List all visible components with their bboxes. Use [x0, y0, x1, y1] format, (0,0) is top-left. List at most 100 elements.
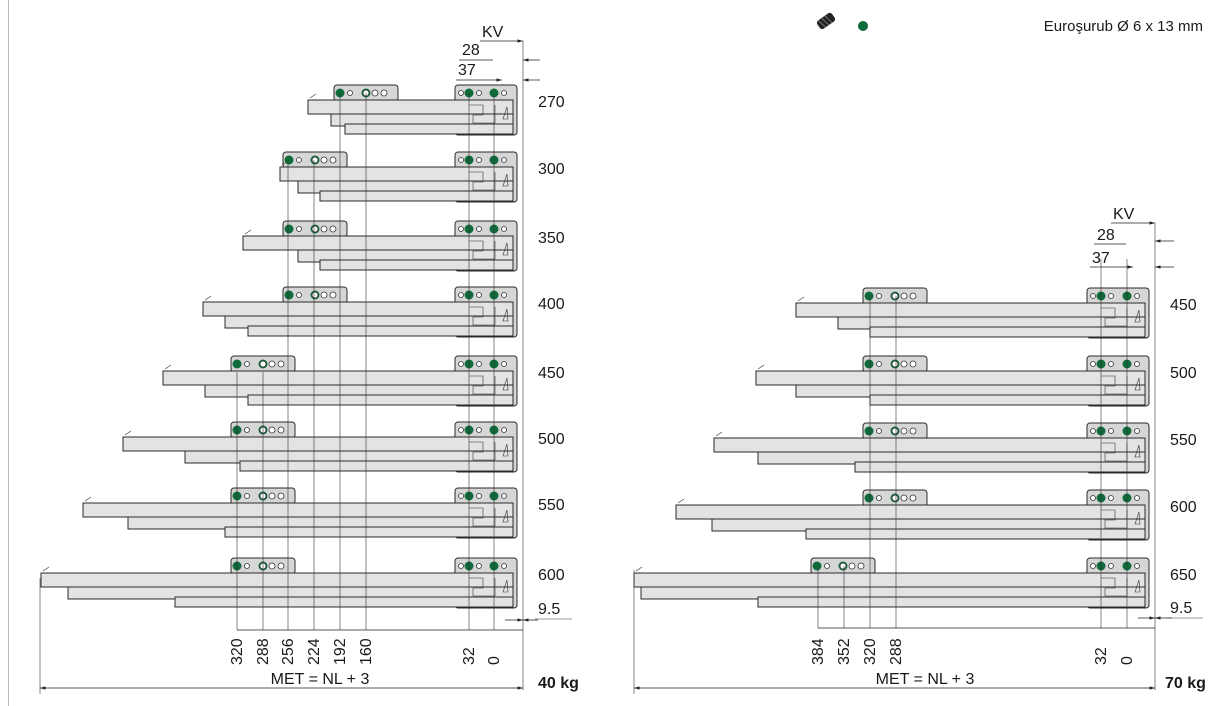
slide-row: 300	[279, 151, 565, 203]
gap-label-left: 9.5	[538, 601, 560, 618]
inner-rail	[247, 325, 514, 337]
load-label-left: 40 kg	[538, 675, 579, 692]
lock-latch	[1134, 444, 1141, 458]
rail-hook	[635, 566, 643, 572]
mount-hole	[909, 494, 917, 502]
slide-row: 450	[162, 355, 565, 407]
outer-rail	[675, 504, 1146, 520]
bottom-dim-label: 32	[461, 647, 478, 665]
mount-hole	[277, 426, 285, 434]
met-label-left: MET = NL + 3	[271, 671, 370, 688]
mount-hole	[244, 361, 250, 367]
slide-length-label: 400	[538, 296, 565, 313]
rail-hook	[757, 364, 765, 370]
mount-hole	[501, 563, 507, 569]
screw-dot	[864, 291, 874, 301]
mount-hole	[1134, 428, 1140, 434]
slide-length-label: 500	[538, 431, 565, 448]
mount-hole	[458, 427, 464, 433]
mount-hole	[244, 427, 250, 433]
mount-hole	[909, 292, 917, 300]
slide-row: 450	[795, 287, 1197, 339]
lock-latch	[502, 377, 509, 391]
bottom-dim-label: 32	[1093, 647, 1110, 665]
slide-length-label: 350	[538, 230, 565, 247]
lock-mechanism	[469, 375, 496, 395]
met-label-right: MET = NL + 3	[876, 671, 975, 688]
mount-hole	[458, 361, 464, 367]
mount-hole	[891, 360, 899, 368]
mount-hole	[876, 428, 882, 434]
mount-hole	[501, 427, 507, 433]
inner-rail	[319, 259, 514, 271]
mount-hole	[824, 563, 830, 569]
mount-hole	[311, 156, 319, 164]
mount-hole	[876, 361, 882, 367]
lock-mechanism	[469, 171, 496, 191]
slide-row: 500	[122, 421, 565, 473]
rail-hook	[42, 566, 50, 572]
lock-mechanism	[469, 240, 496, 260]
rail-hook	[124, 430, 132, 436]
bottom-dim-label: 352	[836, 638, 853, 665]
load-label-right: 70 kg	[1165, 675, 1206, 692]
bottom-dim-label: 160	[358, 638, 375, 665]
rail-hook	[84, 496, 92, 502]
kv-label-left: KV	[482, 24, 504, 41]
bottom-dim-label: 288	[888, 638, 905, 665]
mount-hole	[458, 292, 464, 298]
mount-hole	[277, 360, 285, 368]
lock-latch	[502, 443, 509, 457]
slide-row: 500	[755, 355, 1197, 407]
outer-rail	[279, 166, 514, 182]
mount-hole	[458, 493, 464, 499]
slide-row: 400	[202, 286, 565, 338]
outer-rail	[202, 301, 514, 317]
mount-hole	[900, 494, 908, 502]
legend-dot	[858, 21, 868, 31]
lock-latch	[502, 579, 509, 593]
mount-hole	[1090, 495, 1096, 501]
slide-length-label: 650	[1170, 567, 1197, 584]
mount-hole	[876, 495, 882, 501]
inner-rail	[319, 190, 514, 202]
slide-length-label: 450	[1170, 297, 1197, 314]
mount-hole	[900, 292, 908, 300]
mount-hole	[1090, 563, 1096, 569]
slide-length-label: 500	[1170, 365, 1197, 382]
mount-hole	[1134, 495, 1140, 501]
mount-hole	[296, 226, 302, 232]
mount-hole	[1108, 293, 1114, 299]
lock-latch	[502, 509, 509, 523]
mount-hole	[277, 562, 285, 570]
outer-rail	[307, 99, 514, 115]
rail-hook	[677, 498, 685, 504]
mount-hole	[476, 361, 482, 367]
mount-hole	[476, 226, 482, 232]
rail-hook	[797, 296, 805, 302]
bottom-dim-label: 288	[255, 638, 272, 665]
lock-latch	[1134, 579, 1141, 593]
inner-rail	[247, 394, 514, 406]
lock-latch	[502, 308, 509, 322]
bottom-dim-label: 192	[332, 638, 349, 665]
mount-hole	[1134, 563, 1140, 569]
offset-28-left: 28	[462, 42, 480, 59]
slide-row: 600	[675, 489, 1197, 541]
mount-hole	[476, 563, 482, 569]
inner-rail	[805, 528, 1146, 540]
mount-hole	[277, 492, 285, 500]
lock-latch	[1134, 377, 1141, 391]
screw-dot	[812, 561, 822, 571]
offset-37-right: 37	[1092, 250, 1110, 267]
mount-hole	[501, 292, 507, 298]
inner-rail	[869, 326, 1146, 338]
outer-rail	[122, 436, 514, 452]
inner-rail	[344, 123, 514, 135]
slide-row: 600	[40, 557, 565, 609]
inner-rail	[174, 596, 514, 608]
slide-length-label: 550	[1170, 432, 1197, 449]
mount-hole	[329, 291, 337, 299]
